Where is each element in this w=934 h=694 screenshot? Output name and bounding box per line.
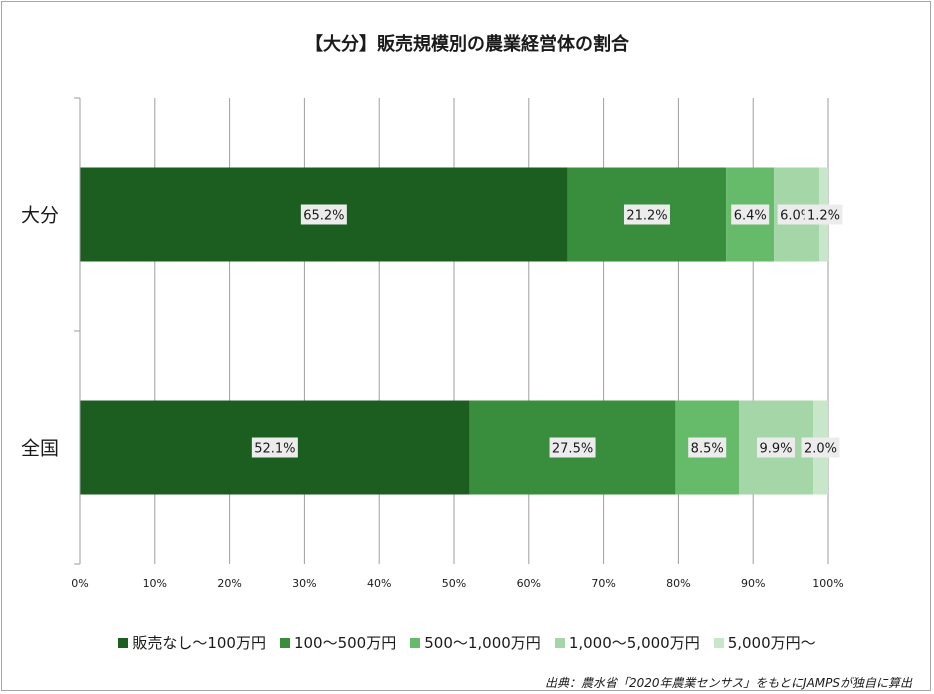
data-label-bg [251,437,298,458]
source-note: 出典：農水省「2020年農業センサス」をもとにJAMPSが独自に算出 [544,676,912,690]
data-label-bg [549,437,596,458]
data-label: 21.2% [626,209,667,224]
x-tick-label: 80% [666,577,690,590]
legend-label: 販売なし～100万円 [132,634,266,652]
legend-swatch [713,637,724,648]
data-label: 2.0% [804,442,837,457]
legend-item: 100～500万円 [279,632,397,653]
legend-label: 100～500万円 [293,634,397,652]
legend-swatch [118,637,129,648]
data-label-bg [757,437,796,458]
x-tick-label: 40% [367,577,391,590]
legend-swatch [410,637,421,648]
chart-title: 【大分】販売規模別の農業経営体の割合 [305,34,629,55]
x-tick-label: 50% [442,577,466,590]
data-label-bg [300,204,347,225]
data-label: 1.2% [807,209,840,224]
data-label: 6.4% [734,209,767,224]
data-label-bg [801,437,840,458]
category-label: 全国 [21,438,59,460]
data-label: 9.9% [759,442,792,457]
data-label: 52.1% [254,442,295,457]
legend-label: 5,000万円～ [727,634,816,652]
legend-item: 1,000～5,000万円 [554,632,700,653]
legend-label: 500～1,000万円 [424,634,541,652]
data-label: 65.2% [303,209,344,224]
x-tick-label: 10% [143,577,167,590]
x-tick-label: 20% [217,577,241,590]
x-tick-label: 100% [812,577,843,590]
x-tick-label: 90% [741,577,765,590]
x-tick-label: 0% [71,577,88,590]
legend-swatch [279,637,290,648]
data-label: 8.5% [691,442,724,457]
legend-swatch [554,637,565,648]
data-label-bg [688,437,727,458]
data-label-bg [731,204,770,225]
category-label: 大分 [21,205,59,227]
data-label-bg [623,204,670,225]
x-tick-label: 30% [292,577,316,590]
legend-label: 1,000～5,000万円 [568,634,700,652]
legend-item: 5,000万円～ [713,632,816,653]
data-label: 27.5% [552,442,593,457]
x-tick-label: 60% [517,577,541,590]
data-label-bg [804,204,843,225]
x-tick-label: 70% [591,577,615,590]
chart-legend: 販売なし～100万円 100～500万円 500～1,000万円 1,000～5,00… [0,632,934,653]
legend-item: 500～1,000万円 [410,632,541,653]
legend-item: 販売なし～100万円 [118,632,266,653]
